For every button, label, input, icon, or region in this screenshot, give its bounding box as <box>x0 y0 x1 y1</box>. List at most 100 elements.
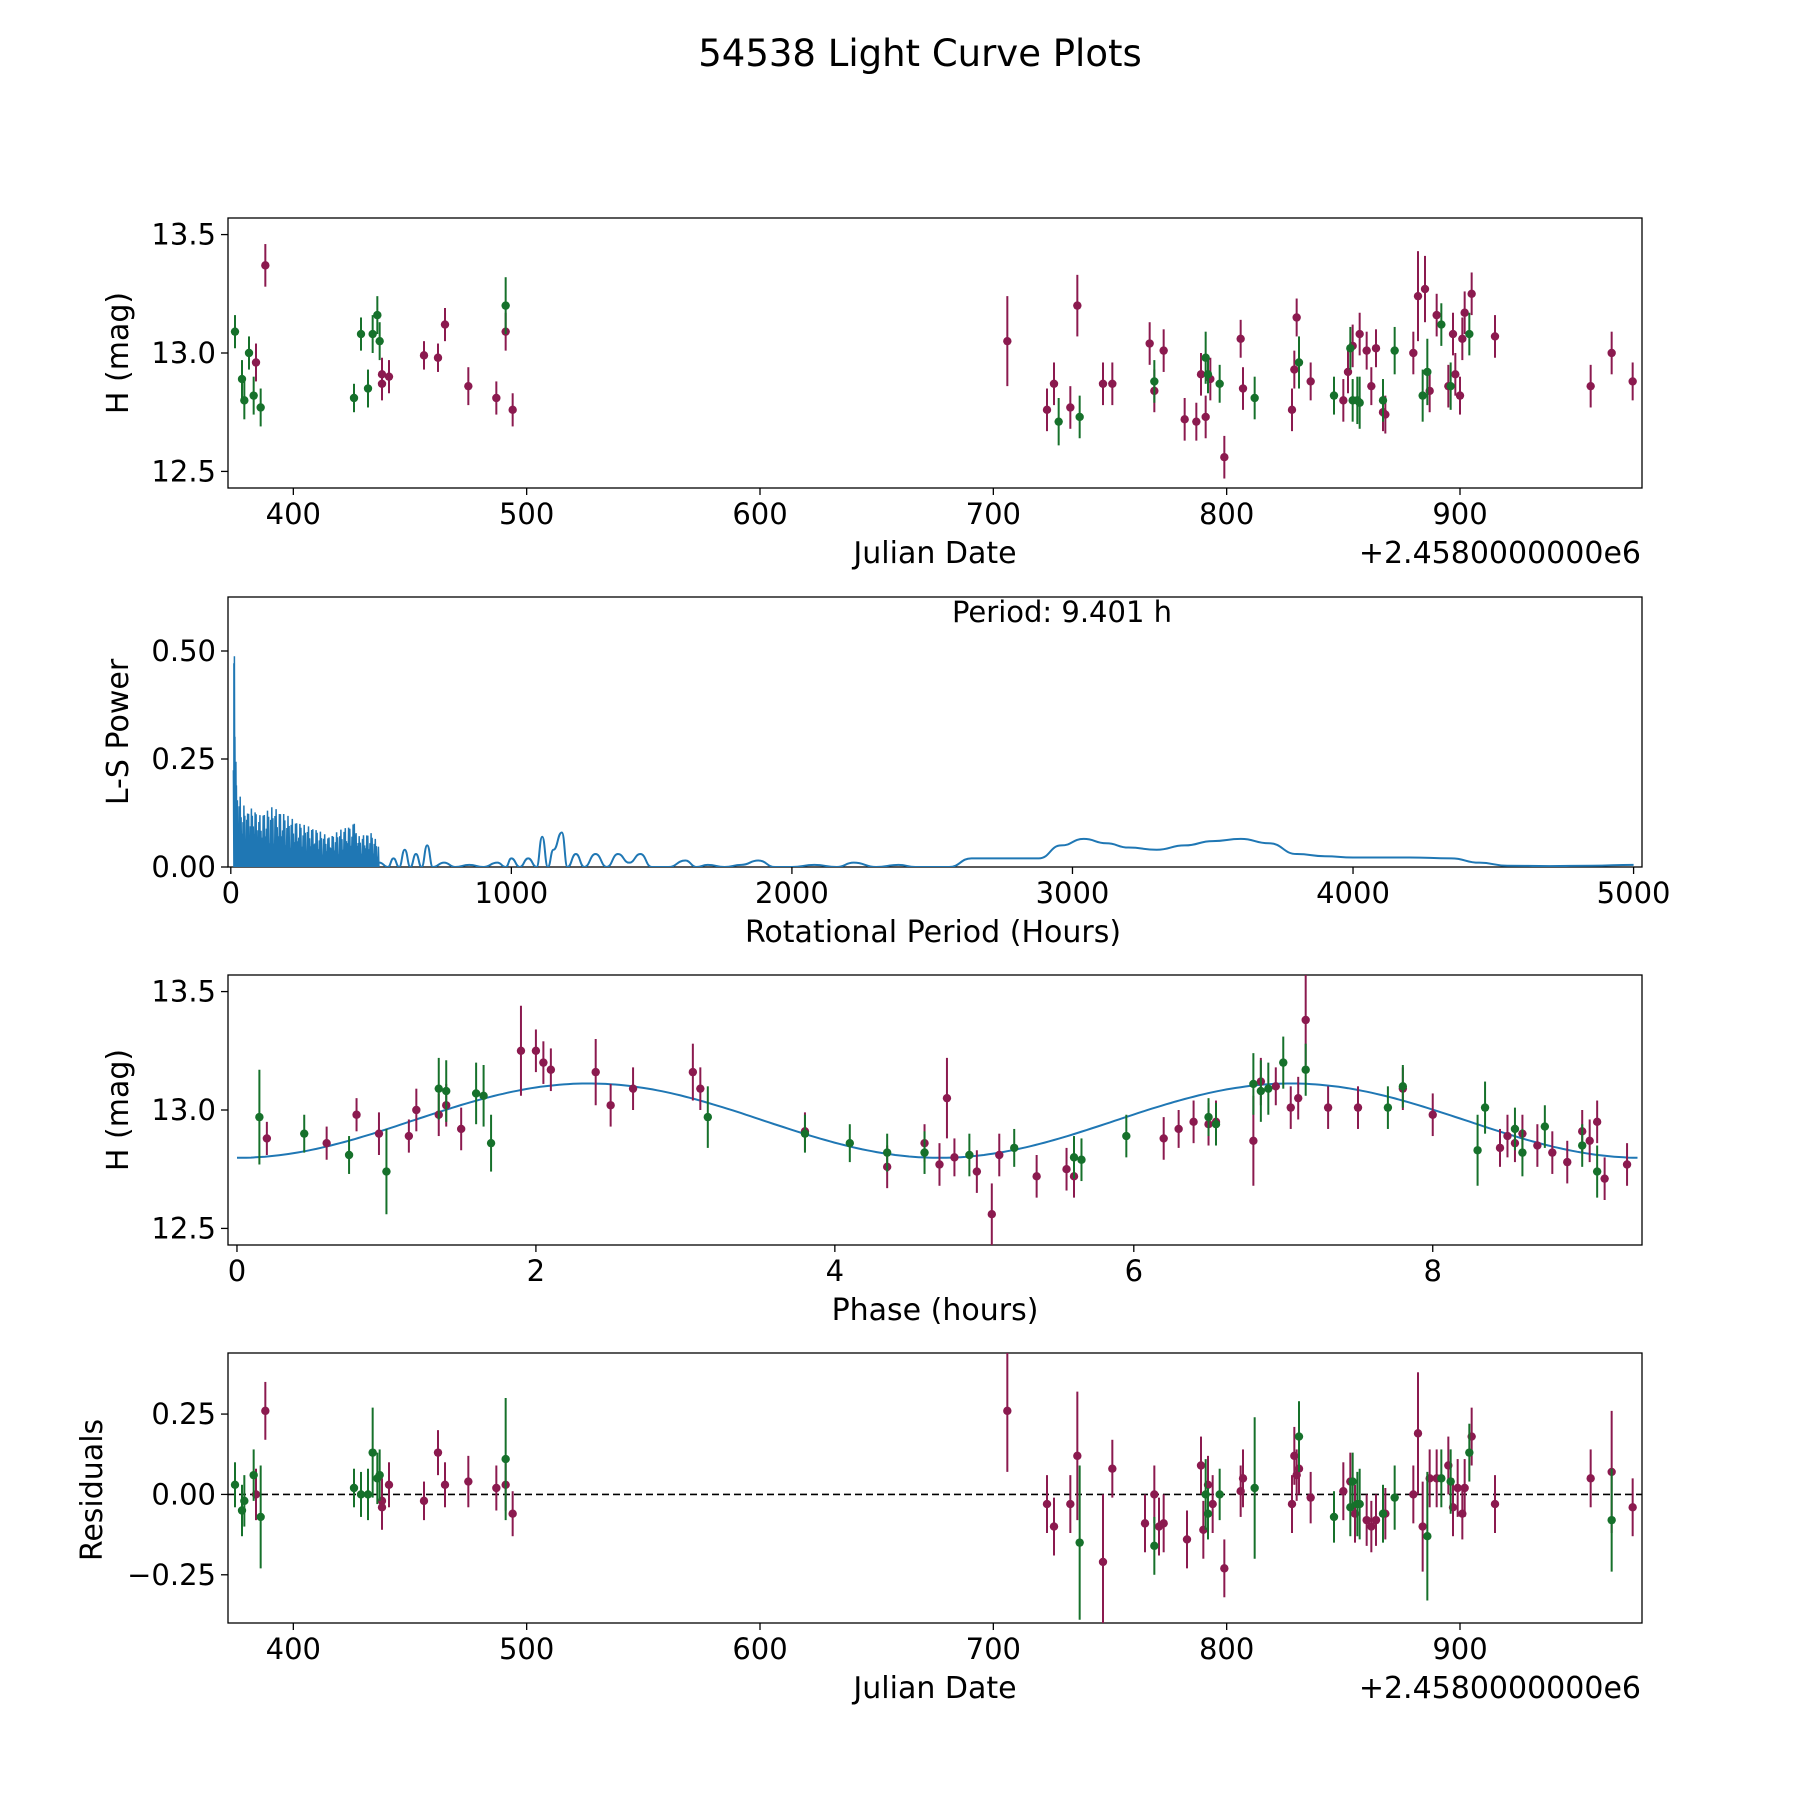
data-point <box>384 372 394 381</box>
data-point <box>1049 1522 1059 1531</box>
data-point <box>240 1496 249 1506</box>
data-point <box>433 1448 443 1457</box>
y-tick-label: 0.50 <box>151 634 216 668</box>
data-point <box>1140 1519 1150 1528</box>
data-point <box>1465 329 1474 339</box>
x-tick-label: 400 <box>266 497 321 531</box>
data-point <box>845 1138 855 1148</box>
data-point <box>1607 348 1616 358</box>
data-point <box>440 320 450 329</box>
plot-area-frame <box>227 974 1643 1246</box>
data-point <box>1215 1490 1224 1499</box>
data-point <box>251 358 261 367</box>
data-point <box>1607 1515 1616 1525</box>
data-point <box>375 336 384 346</box>
data-point <box>240 396 249 405</box>
data-point <box>261 261 270 270</box>
phased-light-curve-panel: 0 2 4 6 8 12.5 13.0 13.5 Phase (hours) H (mag) <box>101 974 1643 1328</box>
data-point <box>1010 1143 1019 1153</box>
data-point <box>300 1129 309 1138</box>
data-point <box>1563 1157 1572 1167</box>
data-point <box>1413 1429 1423 1438</box>
y-tick-label: 13.5 <box>151 975 216 1009</box>
data-points <box>237 975 1638 1245</box>
data-point <box>628 1084 638 1093</box>
data-point <box>696 1084 705 1093</box>
data-point <box>440 1480 450 1489</box>
data-point <box>1432 310 1441 320</box>
data-point <box>1371 344 1381 353</box>
data-point <box>1586 1474 1595 1483</box>
y-tick-label: −0.25 <box>127 1558 216 1592</box>
data-point <box>1437 1474 1446 1483</box>
data-point <box>1066 1499 1075 1509</box>
data-point <box>1362 346 1371 355</box>
x-tick-label: 400 <box>266 1632 321 1666</box>
data-point <box>1586 381 1595 391</box>
data-point <box>800 1129 810 1138</box>
x-tick-label: 6 <box>1125 1254 1143 1288</box>
periodogram-curve <box>379 831 1634 867</box>
data-point <box>606 1101 615 1110</box>
data-point <box>1301 1015 1310 1025</box>
data-point <box>1343 367 1353 377</box>
data-point <box>1355 398 1364 407</box>
data-point <box>352 1110 361 1119</box>
data-point <box>404 1131 414 1141</box>
data-point <box>1446 381 1455 391</box>
data-point <box>882 1148 892 1157</box>
data-point <box>1398 1082 1408 1091</box>
data-point <box>1220 1564 1229 1573</box>
data-point <box>531 1046 541 1055</box>
data-point <box>256 403 265 412</box>
data-point <box>377 1503 387 1512</box>
data-point <box>1250 1483 1259 1493</box>
data-point <box>479 1091 488 1100</box>
data-point <box>1390 346 1399 355</box>
data-point <box>1622 1160 1632 1169</box>
x-tick-label: 4000 <box>1316 876 1390 910</box>
x-axis-label: Rotational Period (Hours) <box>745 915 1121 950</box>
data-point <box>1446 1477 1455 1486</box>
data-point <box>987 1210 996 1219</box>
data-point <box>1287 405 1297 415</box>
data-point <box>356 329 366 339</box>
data-point <box>434 1084 443 1093</box>
data-point <box>1448 329 1458 339</box>
data-point <box>1371 1515 1381 1525</box>
data-point <box>995 1150 1004 1160</box>
x-tick-label: 800 <box>1199 1632 1254 1666</box>
data-point <box>1294 358 1304 367</box>
data-point <box>384 1480 394 1489</box>
periodogram-panel: 0 1000 2000 3000 4000 5000 0.00 0.25 0.50 Period… <box>101 595 1670 950</box>
data-point <box>1362 1515 1371 1525</box>
data-point <box>1264 1084 1273 1093</box>
data-point <box>1238 1474 1248 1483</box>
residuals-panel: 400 500 600 700 800 900 −0.25 0.00 0.25 Julian D… <box>75 1352 1643 1706</box>
data-point <box>1075 412 1084 422</box>
data-point <box>442 1086 451 1096</box>
data-point <box>1548 1148 1557 1157</box>
data-point <box>249 1470 258 1480</box>
plot-area-frame <box>227 217 1643 489</box>
data-point <box>464 1477 473 1486</box>
data-point <box>1600 1174 1609 1183</box>
data-point <box>1250 393 1259 403</box>
data-point <box>1355 329 1364 339</box>
data-point <box>382 1167 391 1176</box>
data-point <box>419 351 429 360</box>
data-point <box>935 1160 944 1169</box>
data-point <box>1540 1122 1550 1131</box>
axis-ticks: 0 2 4 6 8 12.5 13.0 13.5 <box>151 975 1442 1288</box>
x-tick-label: 2 <box>527 1254 545 1288</box>
data-point <box>1174 1124 1183 1134</box>
data-point <box>1339 396 1348 405</box>
data-point <box>1423 367 1432 377</box>
data-point <box>1220 453 1229 462</box>
data-point <box>1294 1432 1304 1441</box>
data-point <box>377 379 387 388</box>
data-point <box>262 1134 272 1143</box>
data-point <box>1460 308 1469 317</box>
data-point <box>508 405 517 415</box>
x-tick-label: 900 <box>1432 497 1487 531</box>
